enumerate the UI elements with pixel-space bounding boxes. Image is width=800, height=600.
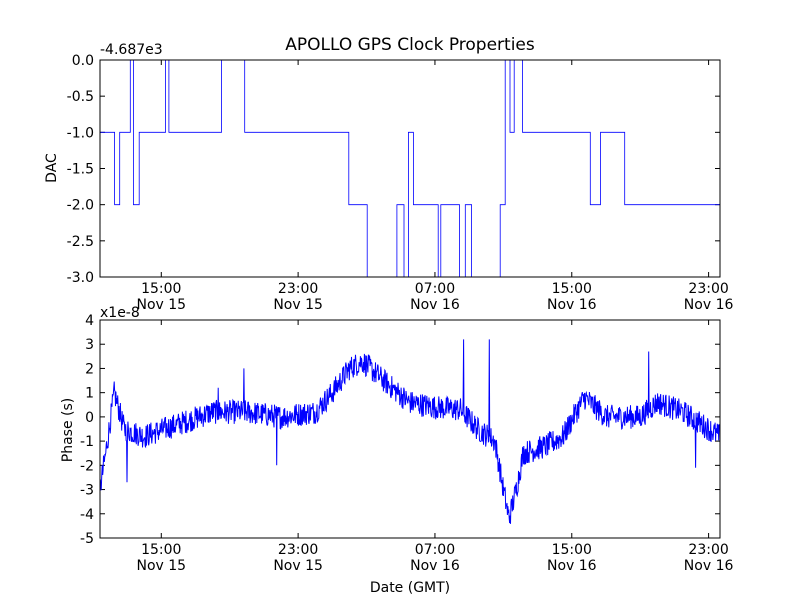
y-tick-label: 1 [85,386,94,402]
y-tick-label: 0 [85,410,94,426]
x-tick-date: Nov 16 [410,297,460,313]
x-tick-date: Nov 15 [136,558,186,574]
y-tick-label: -2 [80,458,94,474]
chart-title: APOLLO GPS Clock Properties [285,35,535,55]
y-tick-label: -3.0 [67,270,94,286]
x-tick-date: Nov 16 [547,558,597,574]
x-tick-date: Nov 16 [410,558,460,574]
x-tick-time: 23:00 [278,542,318,558]
y-tick-label: -0.5 [67,89,94,105]
x-tick-time: 07:00 [415,281,455,297]
x-axis-label: Date (GMT) [370,580,450,596]
phase-series-line [99,339,721,524]
dac-y-axis-label: DAC [44,153,60,183]
y-tick-label: -1.0 [67,125,94,141]
x-tick-date: Nov 15 [273,558,323,574]
x-tick-date: Nov 16 [684,558,734,574]
y-tick-label: 3 [85,337,94,353]
phase-plot-frame [99,319,721,539]
x-tick-time: 23:00 [278,281,318,297]
dac-offset-label: -4.687e3 [100,42,163,58]
phase-y-axis-label: Phase (s) [60,398,76,462]
y-tick-label: -1.5 [67,162,94,178]
y-tick-label: 2 [85,361,94,377]
y-tick-label: 4 [85,313,94,329]
x-tick-time: 07:00 [415,542,455,558]
dac-series-line [100,59,720,278]
dac-plot-frame [99,59,721,278]
x-tick-time: 15:00 [141,281,181,297]
y-tick-label: -4 [80,507,94,523]
y-tick-label: -5 [80,531,94,547]
y-tick-label: -2.5 [67,234,94,250]
y-tick-label: 0.0 [72,53,94,69]
x-tick-date: Nov 16 [547,297,597,313]
x-tick-time: 15:00 [552,281,592,297]
y-tick-label: -2.0 [67,198,94,214]
x-tick-time: 23:00 [688,542,728,558]
x-tick-time: 15:00 [552,542,592,558]
x-tick-date: Nov 15 [273,297,323,313]
x-tick-time: 15:00 [141,542,181,558]
x-tick-date: Nov 16 [684,297,734,313]
x-tick-time: 23:00 [688,281,728,297]
x-tick-date: Nov 15 [136,297,186,313]
y-tick-label: -1 [80,434,94,450]
phase-scale-label: x1e-8 [100,305,140,321]
y-tick-label: -3 [80,483,94,499]
